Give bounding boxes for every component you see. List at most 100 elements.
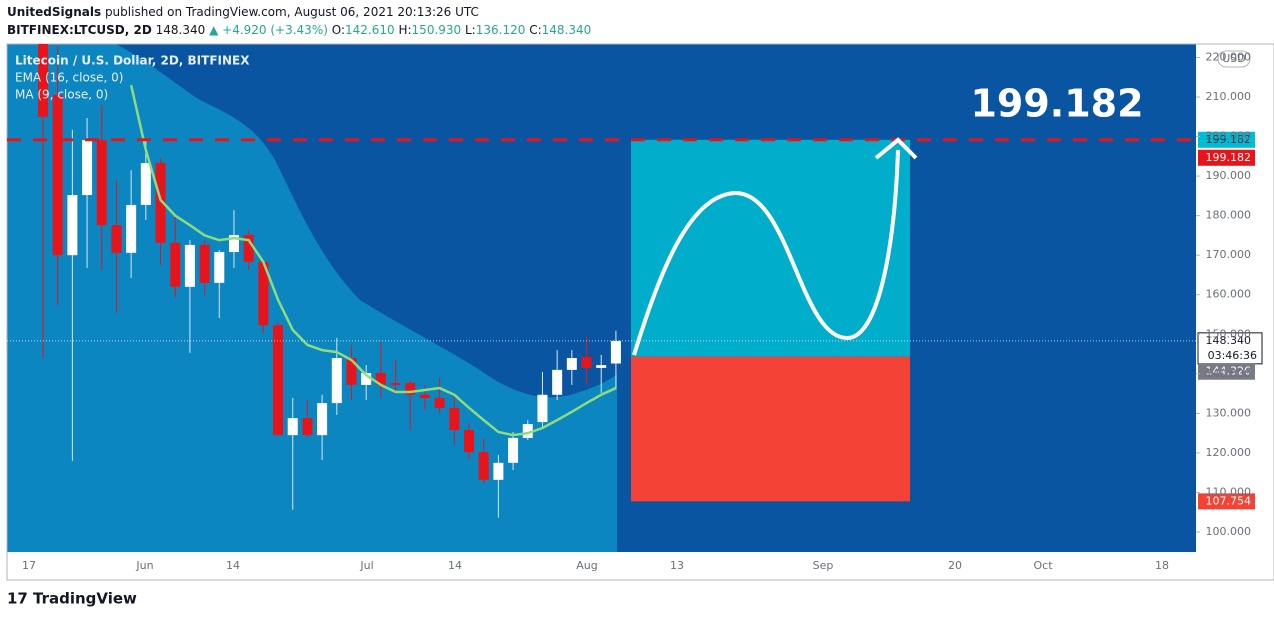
candle-body [140,163,151,205]
time-axis [7,552,1196,580]
candle-body [170,242,181,287]
ohlc-key: L: [465,23,476,37]
x-tick-label: Jul [359,559,373,572]
candle-body [375,373,386,385]
published-text: published on TradingView.com, August 06,… [105,5,479,19]
y-tick-label: 180.000 [1206,209,1252,222]
stop-tag-bg [1198,493,1255,510]
candle-body [258,261,269,326]
target-tag: 199.182 [1206,133,1252,146]
x-tick-label: 17 [22,559,36,572]
candle-body [126,204,137,253]
publisher: UnitedSignals [7,5,101,19]
currency: USD [1222,52,1246,65]
candle-body [52,95,63,256]
target-tag-bg [1198,131,1255,148]
candle-body [361,373,372,385]
y-tick-label: 160.000 [1206,288,1252,301]
ma-line [129,84,617,437]
x-tick-label: 20 [948,559,962,572]
candle-body [228,235,239,253]
entry-tag-bg [1198,363,1255,380]
logo-mark: 𝟭𝟳 [7,590,28,608]
candle-body [199,244,210,283]
ohlc-key: O: [332,23,345,37]
projection-arrowhead [874,137,918,160]
ohlc-key: H: [398,23,411,37]
countdown: 03:46:36 [1208,349,1257,362]
candle-body [67,195,78,256]
x-tick-label: 13 [670,559,684,572]
change: +4.920 (+3.43%) [222,23,328,37]
ohlc-value: 150.930 [412,23,462,37]
profit-zone [631,139,910,357]
candle-body [82,140,93,196]
candle-body [38,44,48,117]
target-line-tag: 199.182 [1206,151,1252,164]
candle-body [331,358,342,404]
candle-body [346,358,357,385]
footer: 𝟭𝟳 TradingView [7,590,137,608]
legend-ema: EMA (16, close, 0) [15,71,123,85]
candle-body [581,356,592,368]
y-tick-label: 110.000 [1206,485,1252,498]
ohlc-value: 148.340 [542,23,592,37]
x-tick-label: Aug [576,559,597,572]
candle-body [243,235,254,262]
x-tick-label: Jun [135,559,153,572]
y-tick-label: 190.000 [1206,169,1252,182]
ohlc-value: 136.120 [476,23,526,37]
y-tick-label: 150.000 [1206,327,1252,340]
candle-body [508,437,519,463]
y-tick-label: 120.000 [1206,446,1252,459]
symbol-line: BITFINEX:LTCUSD, 2D 148.340 ▲ +4.920 (+3… [7,23,591,37]
candle-body [287,418,298,436]
header-line: UnitedSignals published on TradingView.c… [7,5,479,19]
brand: TradingView [33,590,137,608]
arrow: ▲ [209,23,219,37]
candle-body [434,397,445,408]
candle-body [522,424,533,438]
candle-body [478,452,489,480]
y-tick-label: 140.000 [1206,367,1252,380]
x-tick-label: 18 [1155,559,1169,572]
frame [6,43,1274,581]
candle-body [566,358,577,370]
symbol: BITFINEX:LTCUSD, 2D [7,23,152,37]
candle-body [419,394,430,398]
stop-tag: 107.754 [1206,494,1252,507]
candle-body [610,340,621,364]
candle-body [111,225,122,253]
price: 148.340 [156,23,206,37]
y-tick-label: 200.000 [1206,130,1252,143]
candle-body [405,382,416,395]
candle-body [155,163,166,243]
candle-body [464,429,475,453]
ohlc-value: 142.610 [345,23,395,37]
ohlc-key: C: [529,23,541,37]
target-line-tag-bg [1198,149,1255,166]
target-annotation: 199.182 [970,82,1143,126]
candle-body [596,365,607,368]
candle-body [449,407,460,430]
y-tick-label: 170.000 [1206,248,1252,261]
candle-body [552,369,563,395]
legend-ma: MA (9, close, 0) [15,88,108,102]
y-tick-label: 210.000 [1206,90,1252,103]
y-tick-label: 220.000 [1206,50,1252,63]
candle-body [273,325,284,436]
y-tick-label: 130.000 [1206,406,1252,419]
currency-badge [1217,50,1251,68]
candle-body [493,462,504,480]
x-tick-label: 14 [448,559,462,572]
last-price-tag-bg [1197,332,1263,365]
candle-body [302,418,313,436]
loss-zone [631,356,910,502]
projection-curve [632,149,900,356]
candle-body [537,394,548,423]
candle-body [317,403,328,436]
candle-body [214,252,225,283]
candle-body [390,382,401,385]
x-tick-label: Sep [813,559,834,572]
